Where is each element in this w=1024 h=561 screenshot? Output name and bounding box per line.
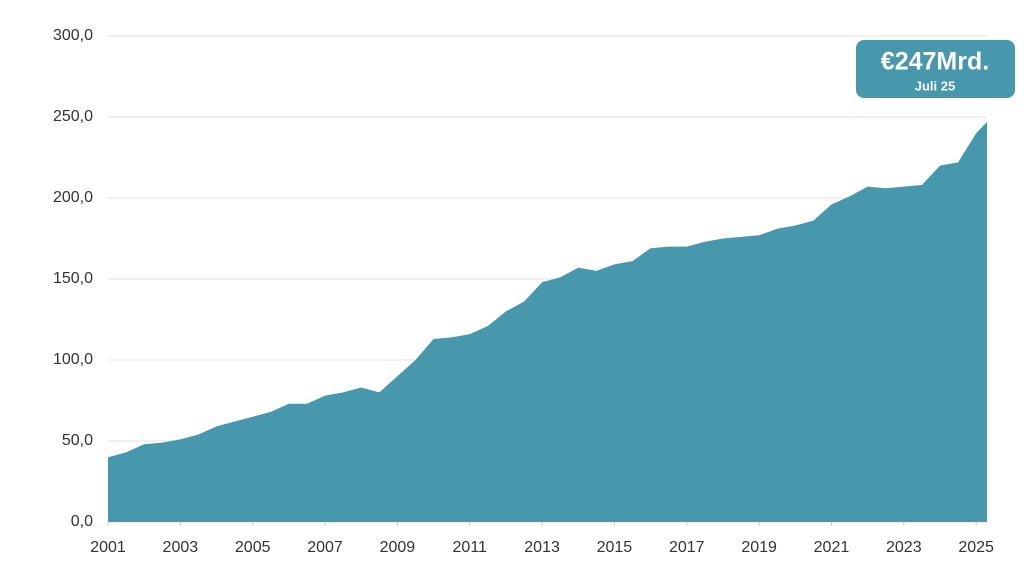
x-tick-label: 2017: [669, 539, 705, 556]
x-tick-label: 2015: [597, 539, 633, 556]
x-tick-label: 2025: [958, 539, 994, 556]
y-tick-label: 300,0: [53, 27, 93, 44]
x-tick-label: 2023: [886, 539, 922, 556]
value-badge: [856, 40, 1015, 98]
x-tick-label: 2011: [453, 539, 488, 556]
y-tick-label: 50,0: [62, 432, 93, 449]
x-tick-label: 2019: [741, 539, 777, 556]
x-tick-label: 2001: [90, 539, 126, 556]
y-tick-label: 200,0: [53, 189, 93, 206]
y-tick-label: 250,0: [53, 108, 93, 125]
y-tick-label: 100,0: [53, 351, 93, 368]
x-tick-label: 2009: [380, 539, 416, 556]
badge-date: Juli 25: [915, 78, 955, 93]
x-tick-label: 2013: [524, 539, 560, 556]
x-tick-label: 2007: [307, 539, 343, 556]
area: [108, 121, 987, 523]
x-tick-label: 2021: [814, 539, 850, 556]
x-tick-label: 2005: [235, 539, 271, 556]
y-tick-label: 150,0: [53, 270, 93, 287]
x-tick-label: 2003: [163, 539, 199, 556]
badge-value: €247Mrd.: [881, 48, 989, 76]
y-tick-label: 0,0: [71, 513, 93, 530]
